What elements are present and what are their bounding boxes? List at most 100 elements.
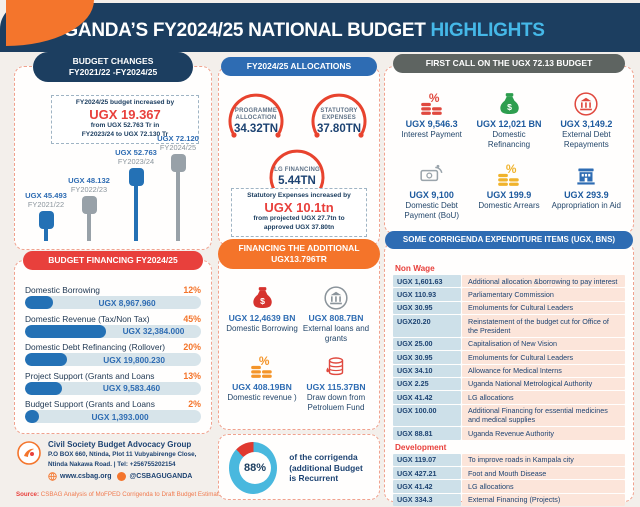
- donut-caption: of the corrigenda (additional Budget is …: [289, 451, 363, 484]
- org-address-line1: P.O BOX 660, Ntinda, Plot 11 Vubyabireng…: [48, 451, 197, 459]
- oil-barrel-icon: [326, 357, 344, 376]
- first-call-domestic-arrears: % UGX 199.9 Domestic Arrears: [470, 162, 547, 221]
- allocation-label: STATUTORY EXPENSES: [320, 107, 358, 122]
- table-row: UGX 100.00 Additional Financing for essen…: [393, 404, 625, 427]
- item-value: UGX 12,4639 BN: [228, 313, 296, 323]
- row-desc: Uganda National Metrological Authority: [462, 377, 625, 391]
- table-row: UGX 30.95 Emoluments for Cultural Leaders: [393, 301, 625, 315]
- programme-allocation-circle: PROGRAMME ALLOCATION 34.32TN: [224, 89, 288, 153]
- budget-bar-fy2024-25: UGX 72.120 FY2024/25: [155, 67, 201, 241]
- financing-value: UGX 19,800.230: [103, 354, 166, 365]
- statutory-increase-note: Statutory Expenses increased by UGX 10.1…: [231, 188, 367, 237]
- financing-bar-fill: [25, 324, 106, 338]
- financing-value: UGX 9,583.460: [102, 383, 161, 393]
- bar-value-label: UGX 48.132: [68, 176, 110, 185]
- item-label: Interest Payment: [401, 130, 462, 139]
- bar-shape: [128, 168, 144, 241]
- bank-icon: [574, 92, 598, 116]
- item-label: Domestic Borrowing: [226, 324, 298, 333]
- additional-item-external-loans: UGX 808.7BN External loans and grants: [299, 285, 373, 344]
- financing-label: Domestic Borrowing: [25, 285, 100, 295]
- note-line: Statutory Expenses increased by: [247, 192, 351, 200]
- table-row: UGX 41.42 LG allocations: [393, 391, 625, 404]
- financing-label: Project Support (Grants and Loans: [25, 370, 155, 381]
- budget-changes-title-line2: FY2021/22 -FY2024/25: [68, 67, 158, 78]
- item-label: Domestic Debt Payment (BoU): [404, 201, 459, 220]
- item-label: Domestic Arrears: [478, 201, 540, 210]
- item-value: UGX 293.9: [564, 190, 609, 200]
- allocations-panel: FY2024/25 ALLOCATIONS PROGRAMME ALLOCATI…: [218, 57, 380, 246]
- row-value: UGX 30.95: [393, 351, 461, 364]
- financing-row: Project Support (Grants and Loans 13% UGX…: [25, 371, 201, 395]
- row-desc: Additional Financing for essential medic…: [462, 404, 625, 427]
- website-label: www.csbag.org: [60, 472, 112, 480]
- item-value: UGX 808.7BN: [308, 313, 364, 323]
- table-row: UGX 25.00 Capitalisation of New Vision: [393, 337, 625, 351]
- website-link[interactable]: www.csbag.org: [48, 471, 112, 481]
- row-value: UGX 34.10: [393, 364, 461, 377]
- row-value: UGX 100.00: [393, 404, 461, 427]
- budget-financing-title: BUDGET FINANCING FY2024/25: [23, 251, 203, 271]
- table-row: UGX 427.21 Foot and Mouth Disease: [393, 467, 625, 480]
- svg-text:$: $: [260, 296, 265, 306]
- bar-year-label: FY2022/23: [70, 185, 108, 194]
- page-title-accent: HIGHLIGHTS: [430, 20, 545, 41]
- bar-shape: [81, 196, 97, 241]
- section-label-development: Development: [395, 442, 447, 452]
- bar-shape: [170, 154, 186, 241]
- globe-icon: [48, 471, 57, 481]
- donut-chart: 88%: [229, 442, 278, 494]
- svg-text:%: %: [259, 354, 270, 368]
- financing-pct: 20%: [183, 342, 201, 352]
- financing-pct: 2%: [188, 399, 201, 409]
- item-value: UGX 12,021 BN: [476, 119, 542, 129]
- note-amount: UGX 19.367: [89, 106, 161, 122]
- note-line: approved UGX 37.80tn: [263, 224, 335, 232]
- budget-bar-fy2023-24: UGX 52.763 FY2023/24: [113, 81, 159, 241]
- financing-bar-track: UGX 1,393.000: [25, 410, 201, 423]
- statutory-expenses-circle: STATUTORY EXPENSES 37.80TN: [307, 89, 371, 153]
- bar-year-label: FY2024/25: [159, 143, 197, 152]
- financing-value: UGX 8,967.960: [98, 297, 156, 308]
- allocation-label: LG FINANCING: [274, 167, 320, 174]
- financing-bar-fill: [25, 353, 68, 366]
- financing-bar-track: UGX 8,967.960: [25, 296, 201, 309]
- first-call-domestic-refinancing: $ UGX 12,021 BN Domestic Refinancing: [470, 91, 547, 150]
- coins-percent-icon: %: [420, 91, 442, 115]
- row-desc: Reinstatement of the budget cut for Offi…: [462, 315, 625, 337]
- row-desc: Emoluments for Cultural Leaders: [462, 351, 625, 364]
- first-call-title: FIRST CALL ON THE UGX 72.13 BUDGET: [393, 54, 625, 74]
- row-desc: Foot and Mouth Disease: [462, 467, 625, 480]
- item-value: UGX 115.37BN: [306, 382, 366, 392]
- note-amount: UGX 10.1tn: [264, 199, 334, 215]
- row-value: UGX 41.42: [393, 391, 461, 404]
- bar-year-label: FY2021/22: [27, 200, 65, 209]
- item-label: Domestic revenue ): [227, 393, 297, 402]
- table-row: UGX 88.81 Uganda Revenue Authority: [393, 427, 625, 440]
- row-desc: Parliamentary Commission: [462, 288, 625, 301]
- org-address-line2: Ntinda Nakawa Road. | Tel: +256755202154: [48, 460, 176, 468]
- social-link[interactable]: @CSBAGUGANDA: [117, 471, 192, 481]
- table-row: UGX 2.25 Uganda National Metrological Aut…: [393, 377, 625, 391]
- corrigenda-panel: SOME CORRIGENDA EXPENDITURE ITEMS (UGX, …: [384, 231, 634, 507]
- allocation-value: 37.80TN: [316, 122, 362, 135]
- financing-bar-track: UGX 9,583.460: [25, 381, 201, 395]
- bar-shape: [38, 211, 54, 241]
- item-label: External loans and grants: [302, 324, 370, 343]
- allocation-value: 5.44TN: [278, 174, 316, 187]
- first-call-grid: % UGX 9,546.3 Interest Payment $ UGX 12,…: [385, 67, 633, 227]
- note-line: from UGX 52.763 Tr in: [90, 122, 160, 130]
- row-value: UGX 110.93: [393, 288, 461, 301]
- corrigenda-title: SOME CORRIGENDA EXPENDITURE ITEMS (UGX, …: [385, 231, 633, 250]
- financing-bar-track: UGX 19,800.230: [25, 353, 201, 366]
- table-row: UGX 119.07 To improve roads in Kampala ci…: [393, 453, 625, 467]
- row-desc: Capitalisation of New Vision: [462, 337, 625, 351]
- item-value: UGX 3,149.2: [560, 119, 613, 129]
- source-note: Source: CSBAG Analysis of MoFPED Corrige…: [16, 491, 257, 498]
- row-value: UGX 1,601.63: [393, 275, 461, 288]
- page-title: UGANDA’S FY2024/25 NATIONAL BUDGET HIGHL…: [50, 20, 545, 42]
- table-row: UGX 1,601.63 Additional allocation &borro…: [393, 275, 625, 288]
- svg-text:$: $: [507, 102, 512, 112]
- financing-pct: 45%: [183, 313, 201, 324]
